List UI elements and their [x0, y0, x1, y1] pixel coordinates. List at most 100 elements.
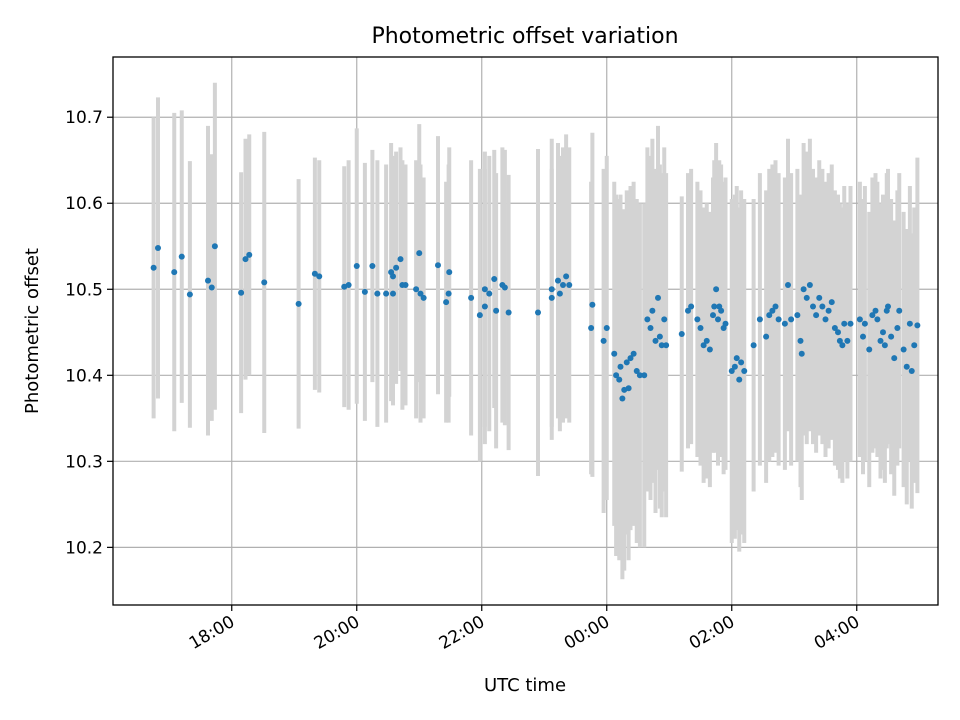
data-point	[860, 333, 866, 340]
y-axis-label: Photometric offset	[22, 248, 43, 414]
data-point	[703, 337, 710, 344]
data-point	[491, 275, 498, 282]
data-point	[383, 290, 390, 297]
data-point	[738, 359, 745, 366]
x-tick-label: 02:00	[686, 612, 738, 654]
data-point	[861, 320, 868, 327]
data-point	[555, 277, 561, 284]
data-point	[731, 363, 738, 370]
data-point	[896, 307, 903, 314]
data-point	[711, 303, 718, 310]
data-point	[633, 368, 640, 375]
data-point	[246, 251, 253, 258]
data-point	[806, 281, 813, 288]
data-point	[374, 290, 381, 297]
data-point	[150, 264, 157, 271]
data-point	[397, 256, 404, 263]
data-point	[678, 331, 685, 338]
data-point	[623, 359, 630, 366]
data-point	[663, 342, 670, 349]
data-point	[694, 316, 701, 323]
data-point	[616, 376, 623, 383]
data-point	[630, 350, 637, 357]
data-point	[839, 342, 846, 349]
data-point	[736, 376, 743, 383]
data-point	[822, 316, 829, 323]
data-point	[345, 281, 352, 288]
data-point	[803, 294, 810, 301]
data-point	[563, 273, 570, 280]
data-point	[178, 253, 185, 260]
data-point	[311, 270, 318, 277]
data-point	[548, 294, 555, 301]
data-point	[685, 307, 691, 314]
data-point	[888, 333, 895, 340]
data-point	[446, 269, 453, 276]
data-point	[788, 316, 795, 323]
data-point	[785, 281, 791, 288]
data-point	[769, 307, 776, 314]
data-point	[560, 281, 566, 288]
data-point	[869, 312, 876, 319]
data-point	[369, 263, 376, 270]
data-point	[713, 286, 720, 293]
data-point	[866, 346, 873, 353]
data-point	[766, 312, 773, 319]
data-point	[880, 329, 886, 336]
data-point	[208, 284, 215, 291]
data-point	[781, 320, 788, 327]
data-point	[844, 337, 851, 344]
data-point	[835, 329, 841, 336]
data-point	[390, 290, 396, 297]
data-point	[891, 355, 898, 362]
data-point	[914, 322, 921, 329]
data-point	[718, 307, 725, 314]
chart-title: Photometric offset variation	[371, 24, 678, 49]
data-point	[813, 312, 820, 319]
data-point	[316, 273, 323, 280]
data-point	[715, 316, 721, 323]
x-tick-label: 18:00	[186, 612, 238, 654]
data-points	[150, 243, 921, 402]
data-point	[390, 273, 396, 280]
data-point	[885, 303, 891, 310]
data-point	[402, 281, 409, 288]
data-point	[171, 269, 178, 276]
data-point	[652, 337, 659, 344]
data-point	[617, 363, 624, 370]
data-point	[443, 299, 450, 306]
data-point	[706, 346, 713, 353]
y-tick-label: 10.2	[65, 538, 103, 558]
data-point	[816, 294, 823, 301]
data-point	[468, 294, 475, 301]
data-point	[750, 342, 757, 349]
x-tick-label: 04:00	[811, 612, 863, 654]
data-point	[658, 342, 665, 349]
data-point	[819, 303, 826, 310]
data-point	[700, 342, 707, 349]
x-tick-label: 20:00	[311, 612, 363, 654]
data-point	[556, 290, 563, 297]
data-point	[636, 372, 643, 379]
data-point	[798, 350, 805, 357]
data-point	[756, 316, 763, 323]
data-point	[155, 244, 161, 251]
data-point	[881, 342, 888, 349]
data-point	[872, 307, 879, 314]
data-point	[647, 324, 654, 331]
data-point	[874, 316, 881, 323]
x-tick-label: 22:00	[436, 612, 488, 654]
data-point	[697, 324, 704, 331]
data-point	[238, 289, 245, 296]
error-bars	[151, 82, 920, 580]
data-point	[906, 320, 913, 327]
data-point	[211, 243, 218, 250]
data-point	[501, 284, 508, 291]
data-point	[505, 309, 512, 316]
data-point	[900, 346, 907, 353]
data-point	[486, 290, 493, 297]
y-tick-label: 10.5	[65, 280, 103, 300]
data-point	[361, 288, 368, 295]
y-tick-label: 10.4	[65, 366, 103, 386]
data-point	[445, 290, 452, 297]
